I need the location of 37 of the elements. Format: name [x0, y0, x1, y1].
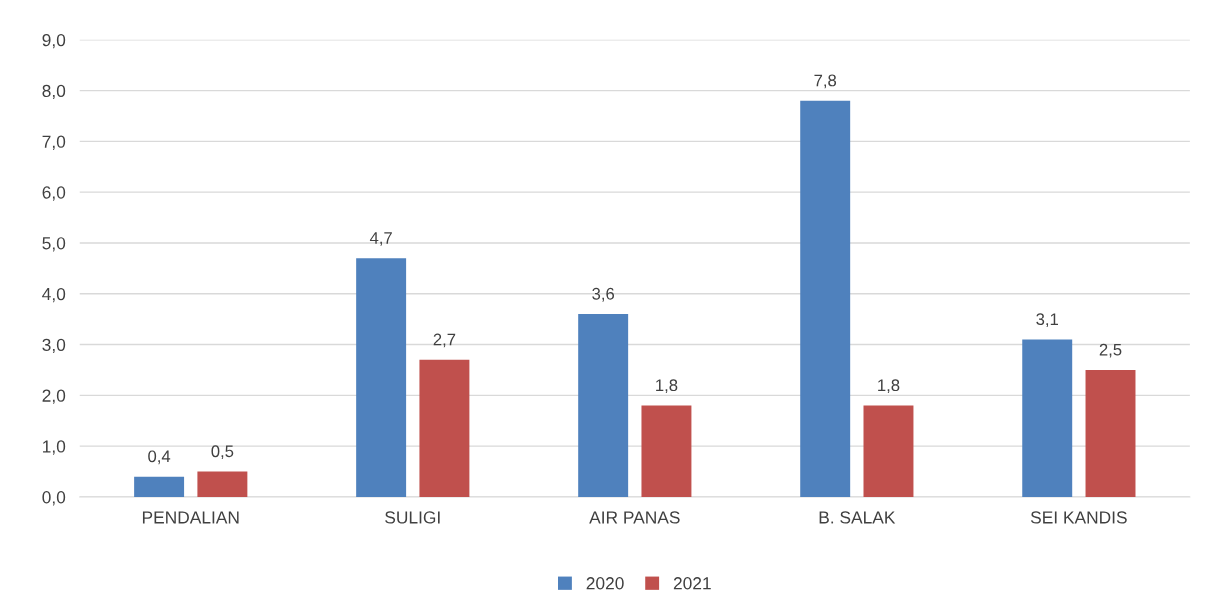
bar — [197, 471, 248, 497]
y-tick-label: 4,0 — [42, 287, 66, 303]
data-label: 0,5 — [211, 445, 234, 460]
x-tick-label: SEI KANDIS — [1030, 511, 1127, 524]
legend-label: 2021 — [673, 577, 711, 590]
bar — [134, 476, 185, 497]
bar — [578, 314, 629, 497]
x-tick-label: AIR PANAS — [589, 511, 680, 524]
data-label: 1,8 — [878, 379, 900, 394]
data-label: 3,1 — [1036, 313, 1058, 328]
y-tick-label: 7,0 — [42, 135, 66, 150]
x-tick-label: PENDALIAN — [142, 511, 239, 524]
bar — [863, 405, 914, 497]
bar — [419, 359, 470, 497]
bar — [1085, 369, 1136, 497]
y-tick-label: 0,0 — [42, 491, 66, 506]
y-tick-label: 5,0 — [42, 237, 66, 252]
bar — [356, 258, 407, 497]
x-tick-label: B. SALAK — [819, 511, 896, 524]
bar — [1022, 339, 1073, 497]
y-tick-label: 9,0 — [42, 33, 66, 49]
y-tick-label: 2,0 — [42, 389, 66, 404]
y-tick-label: 6,0 — [42, 186, 66, 201]
y-tick-label: 8,0 — [42, 84, 66, 100]
legend-label: 2020 — [586, 577, 624, 590]
data-label: 2,5 — [1099, 343, 1122, 358]
data-label: 2,7 — [433, 333, 456, 348]
y-tick-label: 1,0 — [43, 440, 66, 455]
data-label: 3,6 — [592, 287, 615, 302]
x-tick-label: SULIGI — [385, 511, 440, 524]
data-label: 0,4 — [148, 450, 171, 465]
data-label: 1,8 — [656, 379, 678, 394]
bar — [641, 405, 692, 497]
y-tick-label: 3,0 — [42, 338, 66, 354]
bar — [800, 100, 851, 497]
data-label: 7,8 — [814, 74, 837, 89]
data-label: 4,7 — [369, 232, 392, 246]
